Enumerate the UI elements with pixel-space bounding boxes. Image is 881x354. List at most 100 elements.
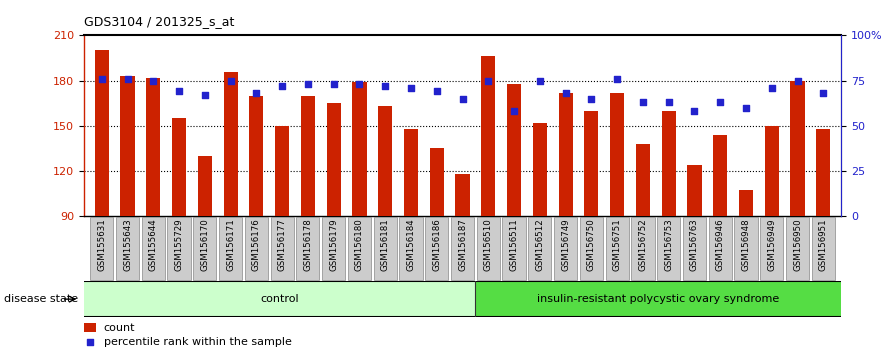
Bar	[327, 103, 341, 216]
Text: GDS3104 / 201325_s_at: GDS3104 / 201325_s_at	[84, 15, 234, 28]
FancyBboxPatch shape	[786, 217, 809, 280]
Bar	[224, 72, 238, 216]
Point	[611, 76, 625, 81]
Bar	[533, 123, 547, 216]
Text: GSM156751: GSM156751	[612, 218, 622, 271]
FancyBboxPatch shape	[451, 217, 474, 280]
Text: GSM155729: GSM155729	[174, 218, 183, 271]
Bar	[739, 190, 753, 216]
FancyBboxPatch shape	[270, 217, 293, 280]
FancyBboxPatch shape	[554, 217, 577, 280]
Text: GSM156949: GSM156949	[767, 218, 776, 271]
Bar	[610, 92, 625, 216]
Bar	[121, 76, 135, 216]
FancyBboxPatch shape	[580, 217, 603, 280]
Bar	[790, 80, 804, 216]
Point	[197, 92, 211, 98]
Text: GSM156171: GSM156171	[226, 218, 235, 271]
Text: GSM156510: GSM156510	[484, 218, 492, 271]
FancyBboxPatch shape	[142, 217, 165, 280]
Text: insulin-resistant polycystic ovary syndrome: insulin-resistant polycystic ovary syndr…	[537, 294, 780, 304]
Text: GSM156178: GSM156178	[303, 218, 313, 271]
FancyBboxPatch shape	[296, 217, 320, 280]
Text: GSM156951: GSM156951	[818, 218, 828, 271]
Bar	[455, 174, 470, 216]
Point	[559, 90, 573, 96]
Point	[687, 108, 701, 114]
Bar	[713, 135, 728, 216]
Point	[533, 78, 547, 83]
Point	[146, 78, 160, 83]
Bar	[94, 50, 109, 216]
FancyBboxPatch shape	[219, 217, 242, 280]
Point	[714, 99, 728, 105]
Point	[121, 76, 135, 81]
Point	[378, 83, 392, 89]
FancyBboxPatch shape	[632, 217, 655, 280]
Text: percentile rank within the sample: percentile rank within the sample	[104, 337, 292, 347]
Text: GSM156187: GSM156187	[458, 218, 467, 271]
Point	[300, 81, 315, 87]
Text: GSM156946: GSM156946	[715, 218, 725, 271]
Bar	[403, 129, 418, 216]
Text: disease state: disease state	[4, 294, 78, 304]
Text: count: count	[104, 323, 135, 333]
Text: GSM156749: GSM156749	[561, 218, 570, 271]
FancyBboxPatch shape	[116, 217, 139, 280]
Bar	[507, 84, 522, 216]
Text: GSM156177: GSM156177	[278, 218, 286, 271]
Bar	[172, 118, 186, 216]
FancyBboxPatch shape	[605, 217, 629, 280]
Point	[817, 90, 831, 96]
FancyBboxPatch shape	[348, 217, 371, 280]
Point	[507, 108, 522, 114]
Text: GSM156181: GSM156181	[381, 218, 389, 271]
Text: GSM155644: GSM155644	[149, 218, 158, 271]
Bar	[636, 144, 650, 216]
FancyBboxPatch shape	[90, 217, 114, 280]
Text: GSM156184: GSM156184	[406, 218, 416, 271]
Text: GSM155631: GSM155631	[97, 218, 107, 271]
Point	[430, 88, 444, 94]
Point	[662, 99, 676, 105]
FancyBboxPatch shape	[735, 217, 758, 280]
FancyBboxPatch shape	[167, 217, 190, 280]
FancyBboxPatch shape	[426, 217, 448, 280]
FancyBboxPatch shape	[760, 217, 783, 280]
Point	[83, 339, 97, 344]
Text: GSM156180: GSM156180	[355, 218, 364, 271]
FancyBboxPatch shape	[502, 217, 526, 280]
Point	[94, 76, 108, 81]
Point	[249, 90, 263, 96]
Point	[790, 78, 804, 83]
Bar	[378, 106, 392, 216]
Point	[584, 96, 598, 101]
Point	[352, 81, 366, 87]
Point	[765, 85, 779, 91]
Text: GSM156752: GSM156752	[639, 218, 648, 271]
Point	[172, 88, 186, 94]
Bar	[559, 92, 573, 216]
FancyBboxPatch shape	[245, 217, 268, 280]
Text: GSM156750: GSM156750	[587, 218, 596, 271]
FancyBboxPatch shape	[683, 217, 706, 280]
Bar	[300, 96, 315, 216]
Text: GSM156950: GSM156950	[793, 218, 802, 271]
Text: GSM156948: GSM156948	[742, 218, 751, 271]
Point	[739, 105, 753, 110]
Bar	[765, 126, 779, 216]
Point	[455, 96, 470, 101]
Bar	[481, 56, 495, 216]
Text: GSM156753: GSM156753	[664, 218, 673, 271]
Bar	[352, 82, 366, 216]
Text: GSM156176: GSM156176	[252, 218, 261, 271]
Bar	[584, 110, 598, 216]
Bar	[84, 324, 96, 332]
Text: GSM156186: GSM156186	[433, 218, 441, 271]
FancyBboxPatch shape	[477, 217, 500, 280]
Bar	[687, 165, 701, 216]
Bar	[249, 96, 263, 216]
Point	[327, 81, 341, 87]
Point	[224, 78, 238, 83]
Bar	[146, 78, 160, 216]
